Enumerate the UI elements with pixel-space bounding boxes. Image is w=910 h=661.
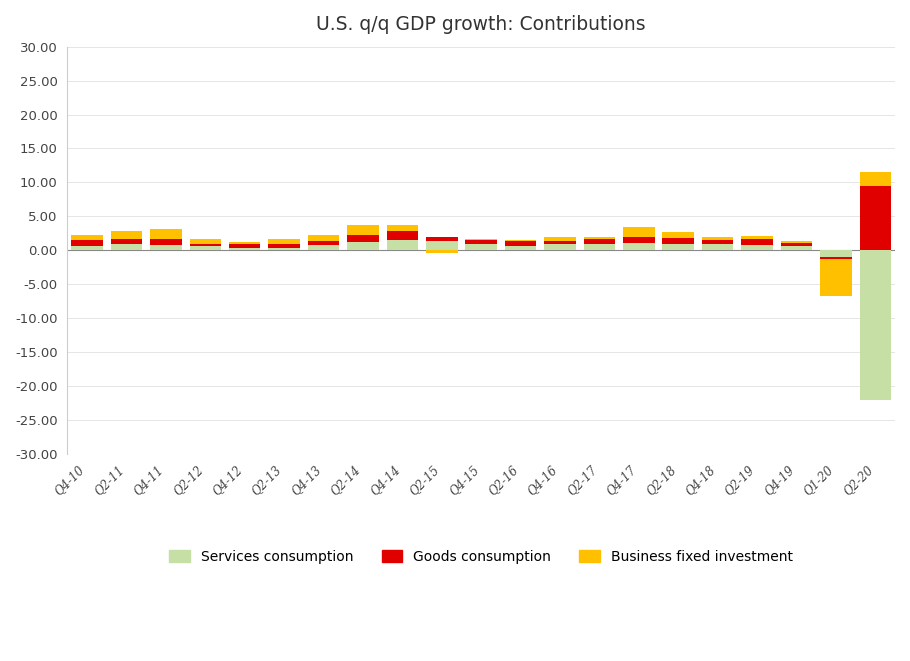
- Bar: [860, 173, 891, 186]
- Bar: [662, 232, 694, 238]
- Bar: [348, 242, 379, 251]
- Bar: [268, 248, 300, 251]
- Bar: [308, 245, 339, 251]
- Bar: [426, 241, 458, 251]
- Bar: [702, 237, 733, 240]
- Bar: [623, 237, 654, 243]
- Bar: [71, 235, 103, 240]
- Bar: [781, 246, 813, 251]
- Bar: [623, 243, 654, 251]
- Bar: [505, 240, 536, 241]
- Bar: [544, 244, 576, 251]
- Bar: [465, 240, 497, 243]
- Bar: [189, 239, 221, 243]
- Bar: [544, 237, 576, 241]
- Bar: [820, 251, 852, 257]
- Bar: [229, 242, 260, 244]
- Bar: [662, 243, 694, 251]
- Bar: [150, 245, 182, 251]
- Bar: [308, 235, 339, 241]
- Bar: [348, 235, 379, 242]
- Bar: [820, 257, 852, 259]
- Bar: [860, 251, 891, 400]
- Bar: [860, 186, 891, 251]
- Bar: [229, 244, 260, 248]
- Bar: [268, 243, 300, 248]
- Bar: [742, 239, 773, 245]
- Bar: [150, 229, 182, 239]
- Title: U.S. q/q GDP growth: Contributions: U.S. q/q GDP growth: Contributions: [317, 15, 646, 34]
- Bar: [781, 241, 813, 243]
- Bar: [662, 238, 694, 243]
- Bar: [742, 245, 773, 251]
- Bar: [623, 227, 654, 237]
- Bar: [308, 241, 339, 245]
- Bar: [111, 239, 142, 244]
- Legend: Services consumption, Goods consumption, Business fixed investment: Services consumption, Goods consumption,…: [164, 544, 799, 569]
- Bar: [742, 236, 773, 239]
- Bar: [426, 237, 458, 241]
- Bar: [348, 225, 379, 235]
- Bar: [71, 240, 103, 246]
- Bar: [426, 251, 458, 253]
- Bar: [583, 243, 615, 251]
- Bar: [71, 246, 103, 251]
- Bar: [111, 244, 142, 251]
- Bar: [505, 247, 536, 251]
- Bar: [150, 239, 182, 245]
- Bar: [387, 225, 418, 231]
- Bar: [465, 239, 497, 240]
- Bar: [387, 240, 418, 251]
- Bar: [387, 231, 418, 240]
- Bar: [111, 231, 142, 239]
- Bar: [465, 243, 497, 251]
- Bar: [189, 247, 221, 251]
- Bar: [583, 239, 615, 243]
- Bar: [702, 240, 733, 244]
- Bar: [781, 243, 813, 246]
- Bar: [229, 248, 260, 251]
- Bar: [505, 241, 536, 247]
- Bar: [702, 244, 733, 251]
- Bar: [820, 259, 852, 297]
- Bar: [583, 237, 615, 239]
- Bar: [544, 241, 576, 244]
- Bar: [189, 243, 221, 247]
- Bar: [268, 239, 300, 243]
